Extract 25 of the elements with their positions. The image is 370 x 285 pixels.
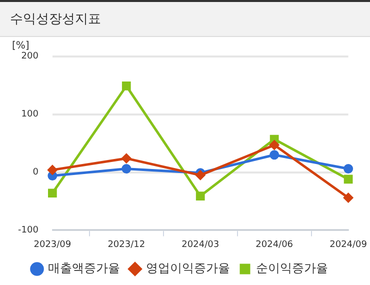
point xyxy=(344,164,354,174)
chart-title: 수익성장성지표 xyxy=(0,0,370,37)
x-tick-label: 2024/03 xyxy=(182,240,220,250)
x-tick-label: 2023/12 xyxy=(108,240,146,250)
legend-label: 영업이익증가율 xyxy=(146,261,230,276)
x-tick-label: 2024/06 xyxy=(256,240,294,250)
x-tick-label: 2023/09 xyxy=(34,240,72,250)
point xyxy=(270,140,280,150)
y-axis-title: [%] xyxy=(12,40,30,52)
point xyxy=(48,165,58,175)
y-tick-label: 0 xyxy=(32,168,39,178)
x-tick-label: 2024/09 xyxy=(330,240,368,250)
legend-label: 매출액증가율 xyxy=(48,261,120,276)
y-tick-label: -100 xyxy=(18,226,39,236)
point xyxy=(122,82,131,90)
point xyxy=(122,154,132,164)
point xyxy=(122,164,132,174)
legend-label: 순이익증가율 xyxy=(256,261,328,276)
point xyxy=(270,150,280,160)
y-tick-label: 100 xyxy=(21,110,39,120)
point xyxy=(48,188,57,198)
point xyxy=(344,193,354,203)
y-tick-label: 200 xyxy=(21,52,39,62)
point xyxy=(344,174,353,184)
point xyxy=(196,192,205,200)
